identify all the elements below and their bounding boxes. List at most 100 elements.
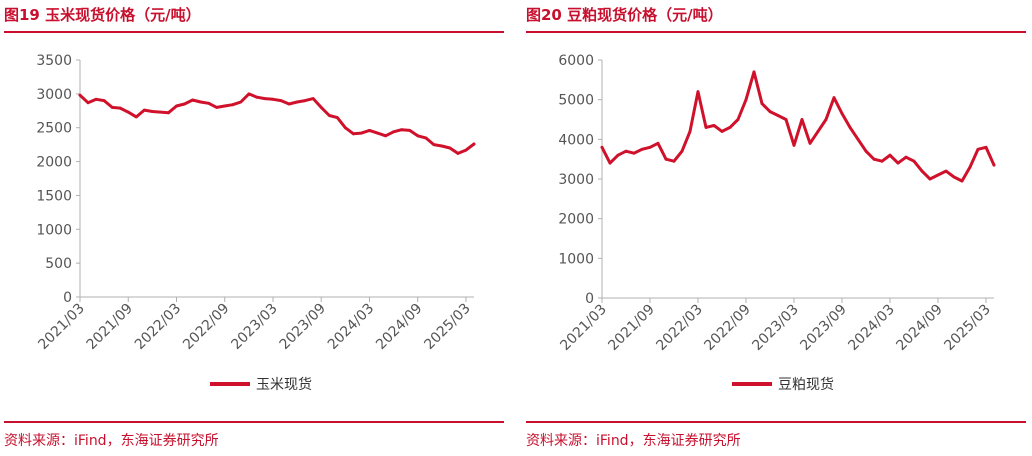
data-point (640, 147, 644, 151)
data-point (183, 102, 186, 106)
data-point (311, 97, 315, 100)
data-point (952, 175, 956, 179)
data-point (704, 126, 708, 129)
data-point (792, 143, 796, 147)
data-point (784, 118, 788, 121)
data-point (984, 145, 988, 149)
data-point (928, 177, 932, 181)
data-point (744, 98, 748, 102)
data-point (167, 111, 170, 115)
data-point (768, 110, 772, 113)
series-line (600, 70, 996, 183)
data-point (142, 108, 146, 112)
data-point (664, 157, 668, 161)
x-tick-label: 2021/03 (557, 302, 609, 354)
data-point (824, 118, 828, 121)
data-point (464, 148, 468, 152)
data-point (616, 153, 620, 157)
source-rule (526, 421, 1026, 423)
data-point (78, 93, 82, 97)
data-point (648, 145, 652, 149)
data-point (848, 126, 852, 129)
data-point (360, 131, 363, 135)
x-tick-label: 2024/09 (893, 302, 945, 354)
data-point (832, 96, 836, 100)
source-note: 资料来源：iFind，东海证券研究所 (4, 433, 219, 449)
data-point (335, 116, 339, 119)
x-tick-label: 2024/03 (845, 302, 897, 354)
data-point (159, 110, 162, 114)
data-point (776, 114, 780, 117)
y-tick-label: 1000 (36, 222, 72, 238)
y-tick-label: 6000 (558, 53, 594, 69)
data-point (968, 165, 972, 169)
data-point (94, 97, 98, 101)
data-point (134, 115, 138, 119)
data-point (672, 159, 676, 163)
soymeal-price-panel: 图20 豆粕现货价格（元/吨） 0 1000 2000 3000 4000 5000 600… (526, 0, 1030, 456)
data-point (279, 99, 283, 102)
x-tick-label: 2021/09 (84, 301, 136, 353)
data-point (712, 124, 716, 127)
title-rule (4, 31, 504, 33)
x-tick-label: 2021/03 (35, 301, 87, 353)
data-point (263, 97, 267, 100)
data-point (808, 141, 812, 145)
source-rule (4, 421, 504, 423)
data-point (376, 131, 379, 135)
data-point (215, 106, 219, 109)
x-tick-label: 2025/03 (941, 302, 993, 354)
data-point (102, 99, 106, 102)
y-tick-label: 3000 (558, 172, 594, 188)
data-point (760, 102, 764, 105)
data-point (191, 98, 195, 102)
y-tick-label: 1000 (558, 251, 594, 267)
data-point (255, 95, 259, 99)
data-point (416, 134, 420, 138)
series-line (78, 92, 476, 155)
x-tick-label: 2023/09 (797, 302, 849, 354)
y-tick-label: 2000 (558, 212, 594, 228)
x-tick-label: 2022/03 (132, 301, 184, 353)
data-point (936, 173, 940, 177)
chart-title: 图19 玉米现货价格（元/吨） (4, 6, 201, 24)
data-point (960, 179, 964, 183)
data-point (271, 97, 275, 101)
data-point (327, 114, 331, 117)
data-point (118, 106, 122, 110)
x-tick-label: 2022/09 (180, 301, 232, 353)
data-point (600, 145, 604, 149)
data-point (384, 134, 387, 138)
title-rule (526, 31, 1026, 33)
data-point (472, 142, 476, 146)
y-tick-label: 0 (63, 290, 72, 306)
corn-price-panel: 图19 玉米现货价格（元/吨） 0 500 1000 1500 2000 2500 3000… (4, 0, 508, 456)
data-point (456, 152, 460, 155)
x-tick-label: 2021/09 (605, 302, 657, 354)
data-point (944, 169, 948, 173)
corn-price-chart: 0 500 1000 1500 2000 2500 3000 3500 2021/032021/… (35, 53, 476, 393)
data-point (896, 161, 900, 165)
data-point (696, 90, 700, 94)
x-tick-label: 2025/03 (421, 301, 473, 353)
data-point (872, 157, 876, 161)
soymeal-price-chart: 01000200030004000500060002021/032021/092… (557, 53, 996, 393)
data-point (816, 130, 820, 133)
data-point (207, 101, 211, 105)
x-tick-label: 2024/09 (373, 301, 425, 353)
data-point (688, 130, 692, 133)
data-point (239, 100, 243, 104)
data-point (199, 100, 203, 104)
source-note: 资料来源：iFind，东海证券研究所 (526, 433, 741, 449)
x-tick-label: 2023/03 (228, 301, 280, 353)
data-point (920, 169, 924, 173)
x-tick-label: 2022/09 (701, 302, 753, 354)
data-point (904, 155, 908, 159)
data-point (287, 102, 291, 106)
x-tick-label: 2023/09 (277, 301, 329, 353)
data-point (880, 159, 884, 163)
data-point (424, 136, 428, 140)
y-tick-label: 5000 (558, 93, 594, 109)
y-tick-label: 0 (585, 291, 594, 307)
data-point (392, 130, 395, 134)
